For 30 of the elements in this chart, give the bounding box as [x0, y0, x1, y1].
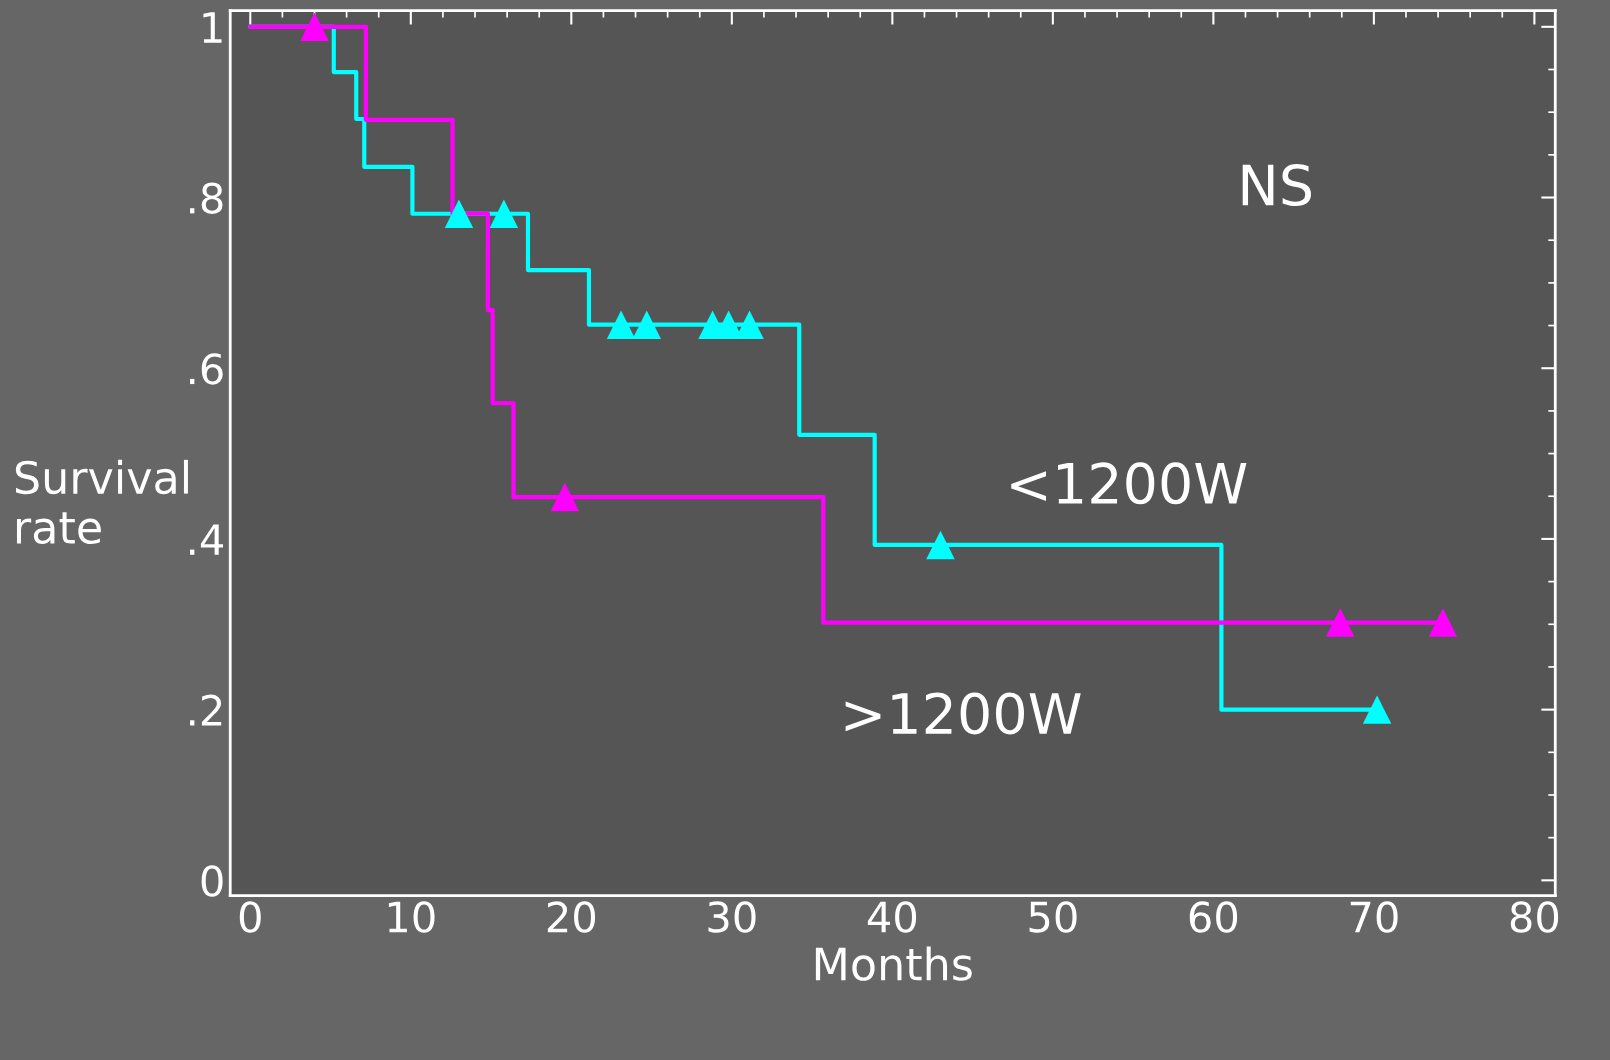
point [1325, 608, 1355, 637]
series-label: >1200W [845, 692, 1081, 735]
y-tick-label: .2 [190, 694, 222, 726]
point [632, 310, 661, 339]
x-tick-label: 10 [388, 901, 435, 933]
x-tick-label: 50 [1029, 901, 1077, 933]
y-axis-title: Survival rate [15, 459, 188, 545]
y-tick-label: 1 [203, 12, 222, 43]
x-tick-label: 0 [239, 901, 261, 933]
x-tick-label: 30 [708, 901, 756, 933]
x-axis-title: Months [815, 946, 972, 981]
point [1362, 695, 1392, 724]
point [606, 310, 636, 339]
point [1428, 608, 1458, 637]
point [550, 482, 580, 512]
y-tick-label: .8 [190, 182, 223, 214]
annotation: NS [1242, 164, 1311, 207]
y-tick-label: .6 [190, 353, 223, 385]
y-tick-label: .4 [190, 524, 224, 555]
x-tick-label: 80 [1510, 901, 1559, 933]
y-tick-label: 0 [201, 865, 223, 897]
series-label: <1200W [1011, 462, 1247, 505]
point [926, 530, 955, 560]
point [489, 199, 519, 228]
point [300, 12, 329, 42]
point [444, 199, 474, 228]
x-tick-label: 70 [1350, 901, 1398, 933]
x-tick-label: 20 [547, 901, 596, 933]
x-tick-label: 60 [1189, 901, 1238, 933]
x-tick-label: 40 [867, 901, 917, 933]
